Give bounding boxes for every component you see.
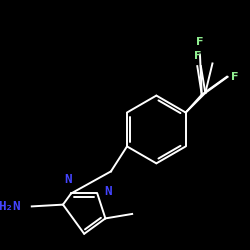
- Text: F: F: [196, 38, 204, 48]
- Text: F: F: [231, 72, 239, 82]
- Text: H₂N: H₂N: [0, 200, 21, 213]
- Text: F: F: [194, 51, 201, 61]
- Text: N: N: [64, 173, 71, 186]
- Text: N: N: [104, 185, 112, 198]
